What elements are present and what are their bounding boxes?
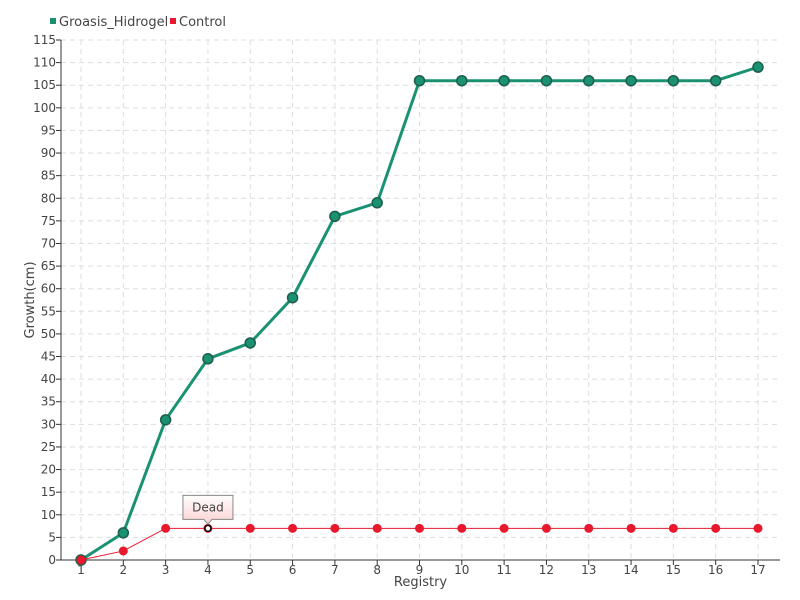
x-tick-label: 10	[454, 563, 469, 577]
series-control	[76, 523, 763, 565]
data-point[interactable]	[372, 523, 382, 533]
data-point[interactable]	[288, 523, 298, 533]
y-tick-label: 15	[41, 485, 56, 499]
axes	[60, 40, 780, 561]
tooltip-box	[182, 494, 234, 526]
data-point[interactable]	[286, 291, 299, 304]
data-point[interactable]	[668, 523, 678, 533]
y-tick-label: 10	[41, 508, 56, 522]
x-tick-label: 12	[539, 563, 554, 577]
data-point[interactable]	[245, 523, 255, 533]
y-tick-label: 80	[41, 191, 56, 205]
y-tick-label: 45	[41, 350, 56, 364]
data-point[interactable]	[244, 337, 256, 349]
y-tick-label: 75	[41, 214, 56, 228]
x-axis-title: Registry	[394, 575, 448, 590]
data-point[interactable]	[329, 210, 341, 223]
y-tick-label: 115	[33, 33, 56, 47]
x-tick-labels: 1 2 3 4 5 6 7 8 9 10 11 12 13 14 15 16 17	[77, 560, 766, 577]
tooltip-label: Dead	[192, 500, 224, 514]
legend-swatch-control	[170, 18, 176, 24]
y-tick-label: 25	[41, 440, 56, 454]
y-tick-label: 70	[41, 236, 56, 250]
data-point[interactable]	[76, 555, 86, 565]
y-tick-label: 60	[41, 282, 56, 296]
x-tick-label: 16	[708, 563, 723, 577]
series-groasis-hidrogel	[75, 61, 764, 566]
y-tick-label: 65	[41, 259, 56, 273]
y-axis-title: Growth(cm)	[23, 261, 38, 338]
annotations: Dead	[182, 494, 234, 533]
y-tick-label: 110	[33, 56, 56, 70]
data-point[interactable]	[499, 523, 509, 533]
x-tick-label: 8	[373, 563, 381, 577]
data-point[interactable]	[625, 74, 637, 87]
x-tick-label: 15	[666, 563, 681, 577]
y-tick-label: 105	[33, 78, 56, 92]
data-point[interactable]	[456, 74, 468, 87]
data-point[interactable]	[202, 353, 214, 365]
x-tick-label: 6	[289, 563, 297, 577]
data-point[interactable]	[415, 523, 424, 533]
y-tick-label: 5	[48, 530, 56, 544]
y-tick-label: 55	[41, 304, 56, 318]
y-tick-label: 20	[41, 463, 56, 477]
highlighted-point[interactable]	[204, 524, 212, 533]
data-point[interactable]	[711, 523, 721, 533]
y-tick-label: 90	[41, 146, 56, 160]
data-point[interactable]	[541, 523, 551, 533]
data-point[interactable]	[457, 523, 467, 533]
y-tick-label: 30	[41, 417, 56, 431]
data-point[interactable]	[709, 74, 722, 87]
y-tick-label: 35	[41, 395, 56, 409]
x-tick-label: 9	[416, 563, 424, 577]
x-tick-label: 1	[77, 563, 85, 577]
grid	[61, 39, 780, 560]
y-tick-label: 95	[41, 123, 56, 137]
legend-label-control[interactable]: Control	[179, 15, 226, 30]
y-tick-label: 85	[41, 169, 56, 183]
data-point[interactable]	[583, 74, 595, 87]
data-point[interactable]	[498, 74, 510, 87]
x-tick-label: 4	[204, 563, 212, 577]
data-point[interactable]	[413, 74, 426, 87]
x-tick-label: 3	[162, 563, 170, 577]
data-point[interactable]	[371, 197, 383, 209]
data-point[interactable]	[753, 523, 763, 533]
data-point[interactable]	[161, 523, 171, 533]
x-tick-label: 2	[119, 563, 127, 577]
x-tick-label: 11	[496, 563, 511, 577]
y-tick-label: 100	[33, 101, 56, 115]
legend: Groasis_Hidrogel Control	[50, 15, 226, 30]
y-tick-labels: 0 5 10 15 20 25 30 35 40 45 50 55 60 65 70 75 80 85 90 95 10…	[33, 33, 61, 567]
x-tick-label: 14	[623, 563, 638, 577]
legend-label-groasis-hidrogel[interactable]: Groasis_Hidrogel	[59, 15, 168, 30]
data-point[interactable]	[540, 74, 553, 87]
x-tick-label: 5	[246, 563, 254, 577]
x-tick-label: 7	[331, 563, 339, 577]
y-tick-label: 40	[41, 372, 56, 386]
data-point[interactable]	[159, 414, 172, 426]
data-point[interactable]	[117, 527, 130, 539]
data-point[interactable]	[667, 74, 680, 87]
legend-swatch-groasis-hidrogel	[50, 18, 56, 24]
data-point[interactable]	[118, 546, 128, 556]
y-tick-label: 50	[41, 327, 56, 341]
y-tick-label: 0	[48, 553, 56, 567]
data-point[interactable]	[626, 523, 636, 533]
x-tick-label: 13	[581, 563, 596, 577]
data-point[interactable]	[584, 523, 594, 533]
x-tick-label: 17	[750, 563, 765, 577]
series	[75, 61, 764, 566]
data-point[interactable]	[752, 61, 764, 73]
data-point[interactable]	[330, 523, 340, 533]
